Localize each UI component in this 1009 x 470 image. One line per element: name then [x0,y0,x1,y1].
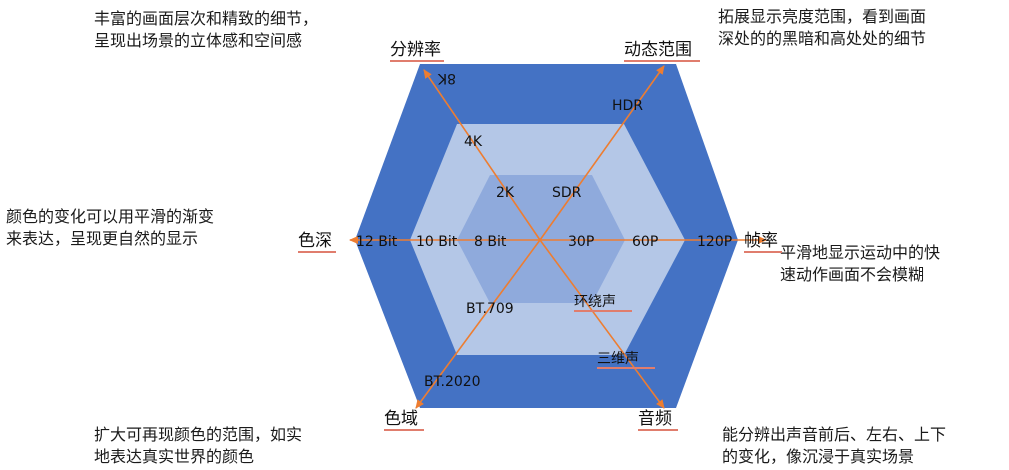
desc-dynamic-range-line2: 深处的的黑暗和高处处的细节 [718,29,927,48]
tick-dynamic-range-hdr: HDR [612,98,643,114]
tick-frame-rate-120p: 120P [697,234,732,250]
axis-label-color-gamut: 色域 [384,409,418,429]
axis-label-audio: 音频 [638,409,672,429]
tick-resolution-2k: 2K [496,185,515,201]
axis-label-color-depth: 色深 [298,231,332,251]
desc-frame-rate-line2: 速动作画面不会模糊 [780,265,925,284]
desc-resolution: 丰富的画面层次和精致的细节， 呈现出场景的立体感和空间感 [94,8,318,52]
desc-color-depth-line1: 颜色的变化可以用平滑的渐变 [6,207,215,226]
tick-frame-rate-60p: 60P [632,234,658,250]
tick-dynamic-range-sdr: SDR [552,185,582,201]
desc-frame-rate: 平滑地显示运动中的快 速动作画面不会模糊 [780,242,940,286]
desc-dynamic-range-line1: 拓展显示亮度范围，看到画面 [718,7,927,26]
desc-resolution-line1: 丰富的画面层次和精致的细节， [94,9,319,28]
tick-resolution-4k: 4K [464,134,483,150]
desc-color-depth: 颜色的变化可以用平滑的渐变 来表达，呈现更自然的显示 [6,206,214,250]
tick-frame-rate-30p: 30P [568,234,594,250]
desc-color-gamut-line2: 地表达真实世界的颜色 [94,447,255,466]
desc-audio-line1: 能分辨出声音前后、左右、上下 [722,425,947,444]
desc-dynamic-range: 拓展显示亮度范围，看到画面 深处的的黑暗和高处处的细节 [718,6,926,50]
axis-label-dynamic-range: 动态范围 [624,40,692,60]
tick-color-depth-12bit: 12 Bit [356,234,398,250]
tick-color-gamut-bt709: BT.709 [466,301,514,317]
axis-label-frame-rate: 帧率 [744,231,778,251]
tick-resolution-8k: 8K [437,70,456,86]
desc-color-depth-line2: 来表达，呈现更自然的显示 [6,229,199,248]
arrow-audio [539,239,665,409]
desc-frame-rate-line1: 平滑地显示运动中的快 [780,243,941,262]
tick-audio-surround: 环绕声 [574,294,616,310]
desc-resolution-line2: 呈现出场景的立体感和空间感 [94,31,303,50]
desc-color-gamut-line1: 扩大可再现颜色的范围，如实 [94,425,303,444]
tick-color-depth-8bit: 8 Bit [474,234,507,250]
arrow-dynamic-range [539,65,665,241]
desc-audio: 能分辨出声音前后、左右、上下 的变化，像沉浸于真实场景 [722,424,946,468]
desc-color-gamut: 扩大可再现颜色的范围，如实 地表达真实世界的颜色 [94,424,302,468]
arrow-color-gamut [415,239,541,409]
tick-color-gamut-bt2020: BT.2020 [424,374,481,390]
axis-label-resolution: 分辨率 [390,40,441,60]
arrow-resolution [423,69,541,241]
tick-color-depth-10bit: 10 Bit [416,234,458,250]
desc-audio-line2: 的变化，像沉浸于真实场景 [722,447,915,466]
tick-audio-3d: 三维声 [597,351,639,367]
